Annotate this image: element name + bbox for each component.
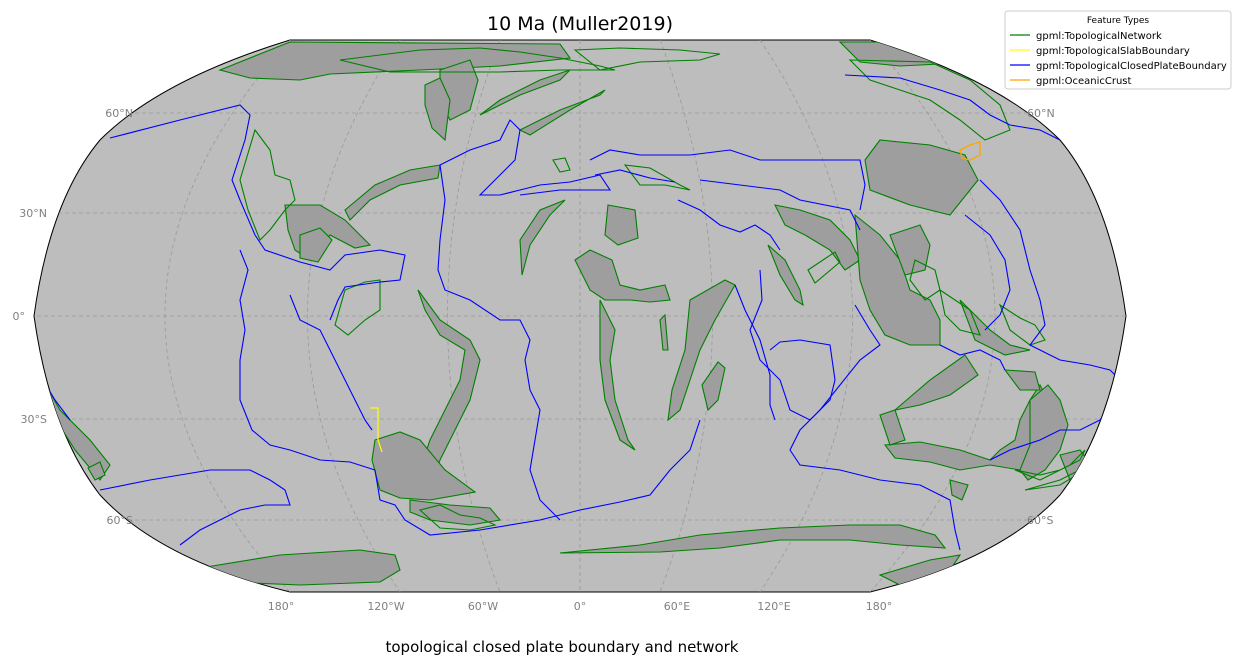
lat-label-60s-right: 60°S [1027, 514, 1053, 527]
legend-label-closed-boundary: gpml:TopologicalClosedPlateBoundary [1036, 61, 1227, 72]
legend-box [1004, 10, 1232, 90]
lat-label-30s-left: 30°S [21, 413, 47, 426]
boundary-eurasia [589, 149, 866, 211]
boundary-east-pacific [289, 294, 373, 431]
boundary-middle-east [594, 169, 676, 183]
boundary-far-east [964, 214, 1011, 331]
land-sliver-se [1003, 369, 1041, 391]
lon-label-180-right: 180° [866, 600, 893, 613]
land-iberia [519, 199, 566, 276]
legend-label-slab: gpml:TopologicalSlabBoundary [1036, 46, 1190, 57]
figure-caption: topological closed plate boundary and ne… [386, 638, 739, 656]
land-antarctica-east [559, 524, 947, 554]
land-europe-north [518, 89, 606, 136]
graticule [34, 40, 1126, 592]
land-sliver-africa [659, 313, 669, 351]
land-india-arc [767, 244, 804, 307]
lat-label-30n-left: 30°N [19, 207, 47, 220]
land-antarctica-east-2 [878, 554, 962, 586]
map-title: 10 Ma (Muller2019) [487, 13, 673, 35]
boundary-north-pacific [109, 104, 406, 321]
land-japan-region [959, 299, 1031, 356]
lat-label-60n-right: 60°N [1027, 107, 1055, 120]
boundary-pacific-south [99, 469, 291, 546]
lon-label-180-left: 180° [268, 600, 295, 613]
boundary-atlantic-ridge [437, 164, 561, 521]
closed-plate-boundaries [39, 74, 1121, 551]
land-siberia-east [864, 139, 979, 216]
lat-label-60s-left: 60°S [107, 514, 133, 527]
land-na-basin [299, 227, 333, 263]
lon-label-120w: 120°W [367, 600, 404, 613]
lon-label-0: 0° [574, 600, 587, 613]
lon-label-120e: 120°E [757, 600, 790, 613]
boundary-pacific-east [239, 249, 701, 536]
land-australia-east [1019, 384, 1069, 481]
land-madagascar [701, 361, 726, 412]
boundary-australia [789, 304, 961, 551]
lon-label-60w: 60°W [468, 600, 498, 613]
oceanic-crust [959, 141, 981, 161]
land-na-rockies [344, 164, 441, 221]
land-sliver-australia-west [879, 409, 906, 446]
land-tibet [774, 204, 861, 271]
boundary-north-atlantic [439, 119, 612, 196]
lat-labels: 60°N 30°N 0° 30°S 60°S 60°N 60°S [13, 107, 1055, 527]
lon-labels: 180° 120°W 60°W 0° 60°E 120°E 180° [268, 600, 893, 613]
land-north-island [424, 77, 451, 142]
boundary-southwest-pacific [989, 399, 1116, 461]
land-australia-north [893, 354, 979, 411]
land-med [574, 249, 671, 303]
lat-label-0-left: 0° [13, 310, 26, 323]
lon-label-60e: 60°E [664, 600, 690, 613]
legend-label-network: gpml:TopologicalNetwork [1036, 31, 1162, 42]
slab-boundaries [370, 407, 383, 453]
legend-title: Feature Types [1087, 16, 1150, 26]
land-tasman [949, 479, 969, 501]
lat-label-60n-left: 60°N [105, 107, 133, 120]
land-indochina [854, 213, 941, 346]
boundary-indian-ridge [734, 284, 776, 421]
boundary-africa-north [699, 179, 861, 231]
topological-networks [239, 47, 1096, 531]
boundary-australia-sw [939, 344, 1006, 371]
land-east-africa-rift [599, 299, 636, 451]
land-east-africa-2 [667, 279, 736, 422]
boundary-arctic [844, 74, 1061, 141]
boundary-arabia [677, 199, 781, 251]
legend-label-oceanic-crust: gpml:OceanicCrust [1036, 76, 1131, 87]
boundary-pacific-far-east [979, 179, 1121, 381]
land-arabia-block [604, 204, 639, 246]
legend: Feature Types gpml:TopologicalNetwork gp… [1004, 10, 1232, 90]
land-west-island [87, 461, 106, 481]
